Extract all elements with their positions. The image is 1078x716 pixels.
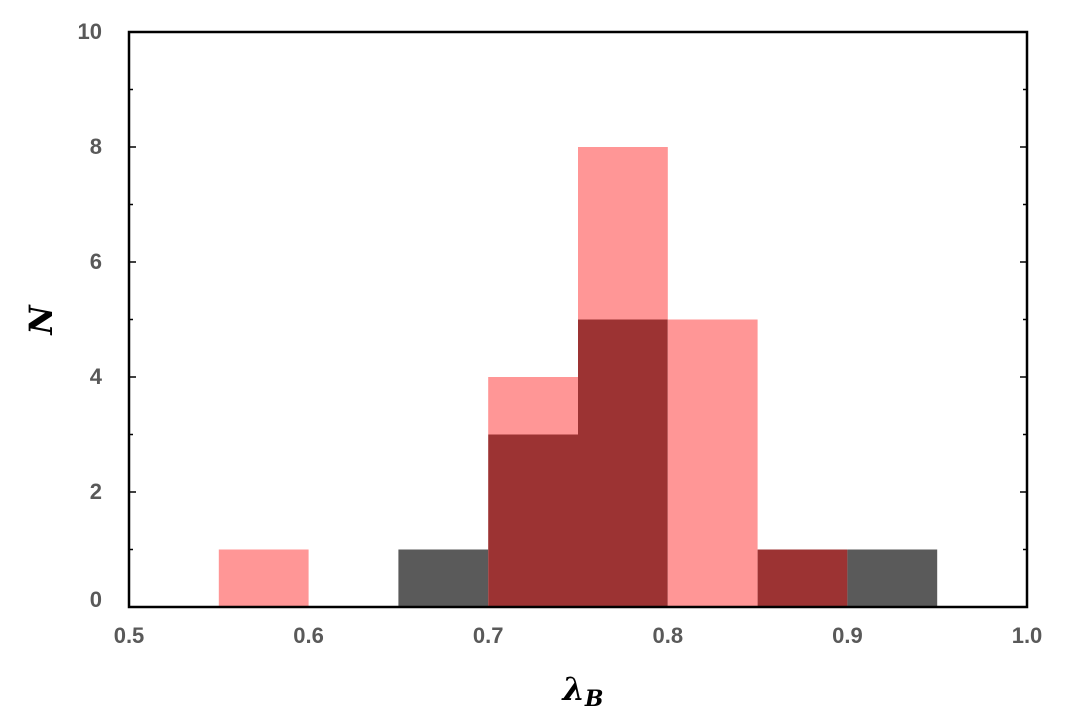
bar-pink-0.55 <box>218 549 309 607</box>
x-tick-label: 0.6 <box>293 623 324 648</box>
x-tick-label: 1.0 <box>1012 623 1043 648</box>
bar-dark-0.65 <box>398 549 489 607</box>
bar-pink-0.70 <box>488 377 578 435</box>
x-tick-label: 0.7 <box>473 623 504 648</box>
bar-overlap-0.70 <box>488 434 578 607</box>
y-tick-label: 8 <box>90 134 102 159</box>
x-tick-label: 0.5 <box>114 623 145 648</box>
y-tick-label: 10 <box>78 19 102 44</box>
plot-frame <box>127 30 1029 609</box>
bar-pink-0.80 <box>667 319 758 607</box>
y-axis-label: N <box>22 304 60 336</box>
bars-layer <box>218 147 938 607</box>
x-tick-label: 0.9 <box>832 623 863 648</box>
y-tick-label: 2 <box>90 479 102 504</box>
y-axis-tick-labels: 0 2 4 6 8 10 <box>78 19 103 612</box>
x-axis-tick-labels: 0.5 0.6 0.7 0.8 0.9 1.0 <box>114 623 1043 648</box>
bar-pink-0.75 <box>578 147 668 320</box>
x-axis-label: λB <box>560 670 603 712</box>
y-tick-label: 4 <box>90 364 103 389</box>
x-tick-label: 0.8 <box>653 623 684 648</box>
bar-overlap-0.75 <box>578 319 668 607</box>
y-tick-label: 6 <box>90 249 102 274</box>
bar-overlap-0.85 <box>757 549 848 607</box>
y-tick-label: 0 <box>90 587 102 612</box>
bar-dark-0.90 <box>847 549 938 607</box>
